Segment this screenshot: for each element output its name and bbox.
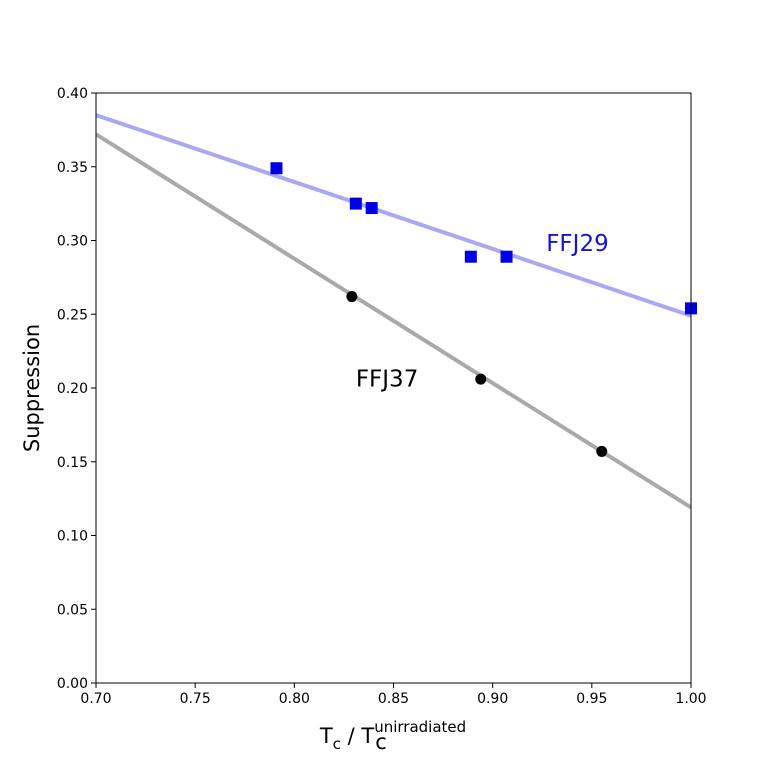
y-tick-label: 0.00 [57, 676, 88, 692]
x-tick-label: 0.75 [180, 691, 211, 707]
y-tick-label: 0.30 [57, 234, 88, 250]
ffj29-data-point [270, 162, 283, 175]
data-markers [270, 162, 697, 457]
ffj29-series-label: FFJ29 [546, 231, 609, 257]
y-tick-label: 0.10 [57, 529, 88, 545]
y-axis-ticks: 0.00 0.05 0.10 0.15 0.20 0.25 0.30 0.35 0.40 [57, 86, 96, 692]
ffj37-data-point [475, 373, 487, 385]
x-axis-label-sub2: c [375, 730, 387, 754]
y-tick-label: 0.35 [57, 160, 88, 176]
y-tick-label: 0.20 [57, 381, 88, 397]
y-tick-label: 0.05 [57, 602, 88, 618]
ffj37-data-point [346, 291, 358, 303]
ffj29-data-point [500, 250, 513, 263]
ffj37-series-label: FFJ37 [356, 367, 419, 393]
x-axis-label-separator: / [341, 724, 361, 748]
ffj29-data-point [349, 197, 362, 210]
x-tick-label: 0.70 [80, 691, 111, 707]
x-axis-label: Tc / Tunirradiated [319, 718, 466, 753]
fit-lines [96, 113, 691, 510]
y-axis-label: Suppression [20, 324, 44, 452]
ffj37-data-point [596, 445, 608, 457]
x-axis-label-base: T [319, 724, 333, 748]
x-tick-label: 0.85 [378, 691, 409, 707]
x-tick-label: 1.00 [675, 691, 706, 707]
x-tick-label: 0.90 [477, 691, 508, 707]
y-tick-label: 0.40 [57, 86, 88, 102]
ffj29-fit-line [96, 113, 691, 318]
ffj29-data-point [464, 250, 477, 263]
series-labels: FFJ29 FFJ37 [356, 231, 609, 393]
x-axis-label-sup: unirradiated [374, 718, 466, 736]
x-axis-label-base2: T [360, 724, 374, 748]
y-tick-label: 0.25 [57, 307, 88, 323]
x-axis-label-sub: c [333, 735, 341, 753]
ffj29-data-point [365, 202, 378, 215]
x-axis-ticks: 0.70 0.75 0.80 0.85 0.90 0.95 1.00 [80, 683, 707, 707]
x-tick-label: 0.95 [576, 691, 607, 707]
y-tick-label: 0.15 [57, 455, 88, 471]
ffj37-fit-line [96, 132, 691, 510]
x-tick-label: 0.80 [279, 691, 310, 707]
